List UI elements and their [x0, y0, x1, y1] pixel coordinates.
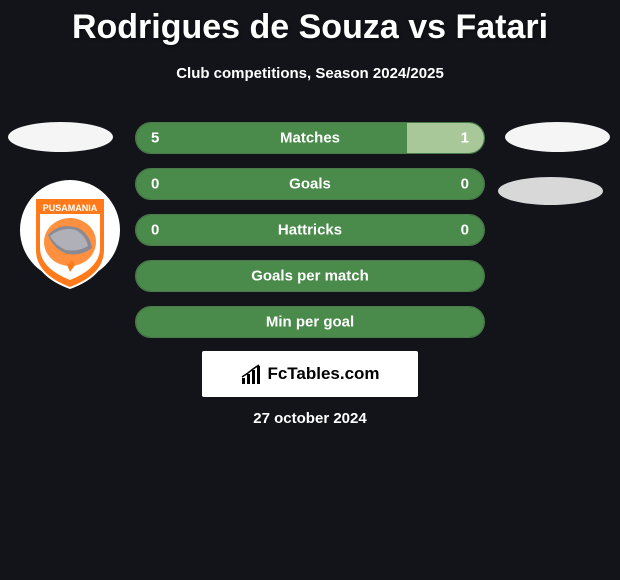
- stat-fill-left: [136, 123, 407, 153]
- stat-label: Goals: [289, 176, 331, 193]
- stat-row: Min per goal: [135, 306, 485, 338]
- stat-value-left: 0: [151, 222, 159, 239]
- svg-text:PUSAMANIA: PUSAMANIA: [43, 203, 98, 213]
- page-title: Rodrigues de Souza vs Fatari: [0, 0, 620, 47]
- stat-value-right: 0: [461, 222, 469, 239]
- stat-value-left: 5: [151, 130, 159, 147]
- team-badge-left: PUSAMANIA: [20, 180, 120, 295]
- stat-value-right: 0: [461, 176, 469, 193]
- player-avatar-right-secondary: [498, 177, 603, 205]
- player-avatar-left: [8, 122, 113, 152]
- stat-row: 0 0 Goals: [135, 168, 485, 200]
- player-avatar-right: [505, 122, 610, 152]
- chart-icon: [240, 364, 262, 384]
- stats-container: 5 1 Matches 0 0 Goals 0 0 Hattricks Goals per mat…: [135, 122, 485, 352]
- stat-row: Goals per match: [135, 260, 485, 292]
- stat-label: Hattricks: [278, 222, 342, 239]
- stat-fill-right: [407, 123, 484, 153]
- stat-value-right: 1: [461, 130, 469, 147]
- footer-date: 27 october 2024: [253, 410, 366, 427]
- stat-value-left: 0: [151, 176, 159, 193]
- stat-label: Goals per match: [251, 268, 369, 285]
- shield-icon: PUSAMANIA: [20, 180, 120, 295]
- stat-label: Matches: [280, 130, 340, 147]
- brand-text: FcTables.com: [267, 364, 379, 384]
- page-subtitle: Club competitions, Season 2024/2025: [0, 65, 620, 82]
- brand-box[interactable]: FcTables.com: [202, 351, 418, 397]
- stat-label: Min per goal: [266, 314, 354, 331]
- stat-row: 0 0 Hattricks: [135, 214, 485, 246]
- stat-row: 5 1 Matches: [135, 122, 485, 154]
